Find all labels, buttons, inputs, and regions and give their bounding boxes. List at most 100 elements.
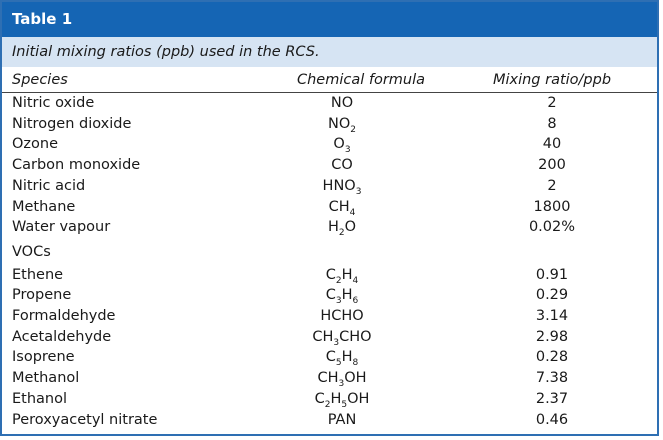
cell-formula: NO2: [262, 114, 422, 135]
table-row: Ethanol C2H5OH 2.37: [2, 389, 657, 410]
cell-ratio: 0.91: [535, 266, 569, 283]
formula-text: C: [314, 390, 325, 407]
cell-formula: C5H8: [262, 347, 422, 368]
cell-formula: C2H5OH: [262, 389, 422, 410]
table-row: Isoprene C5H8 0.28: [2, 347, 657, 368]
cell-formula: NO: [262, 93, 422, 114]
formula-text: H: [341, 266, 353, 283]
cell-ratio: 1800: [533, 198, 571, 215]
formula-text: PAN: [327, 411, 357, 428]
formula-subscript: 5: [335, 358, 342, 369]
formula-text: H: [330, 390, 342, 407]
formula-subscript: 3: [333, 337, 340, 348]
cell-ratio: 0.29: [535, 287, 569, 304]
cell-formula: C2H4: [262, 265, 422, 286]
formula-subscript: 4: [349, 207, 356, 218]
cell-species: Nitric oxide: [12, 95, 95, 111]
formula-subscript: 3: [355, 186, 362, 197]
cell-species: Peroxyacetyl nitrate: [12, 411, 158, 428]
table-row: Carbon monoxide CO 200: [2, 155, 657, 176]
cell-species: Ozone: [12, 136, 59, 153]
cell-species: Nitric acid: [12, 177, 86, 194]
cell-ratio: 7.38: [535, 370, 569, 387]
cell-formula: H2O: [262, 217, 422, 238]
table-title: Table 1: [2, 2, 657, 37]
voc-heading-label: VOCs: [12, 243, 51, 260]
cell-formula: CH4: [262, 197, 422, 218]
formula-subscript: 2: [324, 399, 331, 410]
table-header-row: Species Chemical formula Mixing ratio/pp…: [2, 67, 657, 93]
voc-section-heading: VOCs: [2, 242, 657, 263]
formula-text: HNO: [322, 177, 356, 194]
cell-ratio: 3.14: [535, 308, 569, 324]
table-row: Peroxyacetyl nitrate PAN 0.46: [2, 410, 657, 431]
cell-formula: CH3CHO: [262, 327, 422, 348]
cell-formula: HCHO: [262, 306, 422, 327]
table-row: Nitric acid HNO3 2: [2, 176, 657, 197]
table-row: Ethene C2H4 0.91: [2, 265, 657, 286]
table-row: Propene C3H6 0.29: [2, 285, 657, 306]
cell-species: Acetaldehyde: [12, 328, 112, 345]
cell-formula: CH3OH: [262, 368, 422, 389]
table-row: Methanol CH3OH 7.38: [2, 368, 657, 389]
formula-subscript: 2: [335, 275, 342, 286]
cell-species: Isoprene: [12, 349, 75, 366]
formula-subscript: 2: [338, 228, 345, 239]
formula-text: CHO: [339, 328, 372, 345]
cell-species: Nitrogen dioxide: [12, 115, 132, 132]
formula-subscript: 3: [335, 296, 342, 307]
cell-ratio: 0.02%: [528, 219, 576, 236]
cell-formula: O3: [262, 134, 422, 155]
table-row: Nitric oxide NO 2: [2, 93, 657, 114]
formula-subscript: 6: [352, 296, 359, 307]
cell-ratio: 2: [547, 177, 557, 194]
table-row: Nitrogen dioxide NO2 8: [2, 114, 657, 135]
cell-ratio: 0.28: [535, 349, 569, 366]
cell-formula: CO: [262, 155, 422, 176]
formula-text: OH: [347, 390, 370, 407]
formula-text: CH: [328, 198, 350, 215]
formula-text: H: [341, 349, 353, 366]
header-formula: Chemical formula: [296, 72, 426, 88]
formula-text: H: [327, 219, 339, 236]
cell-ratio: 2.37: [535, 390, 569, 407]
cell-formula: HNO3: [262, 176, 422, 197]
formula-text: CH: [312, 328, 334, 345]
cell-formula: PAN: [262, 410, 422, 431]
formula-subscript: 8: [352, 358, 359, 369]
cell-species: Ethanol: [12, 390, 68, 407]
formula-subscript: 2: [350, 124, 356, 135]
formula-text: CH: [317, 370, 339, 387]
cell-ratio: 40: [542, 136, 562, 153]
cell-ratio: 8: [547, 115, 557, 132]
cell-ratio: 2: [547, 95, 557, 111]
table-row: Water vapour H2O 0.02%: [2, 217, 657, 238]
cell-ratio: 2.98: [535, 328, 569, 345]
cell-ratio: 0.46: [535, 411, 569, 428]
table-row: Methane CH4 1800: [2, 197, 657, 218]
table-row: Formaldehyde HCHO 3.14: [2, 306, 657, 327]
table-row: Ozone O3 40: [2, 134, 657, 155]
cell-species: Formaldehyde: [12, 308, 116, 324]
formula-text: CO: [331, 157, 353, 174]
formula-text: H: [341, 287, 353, 304]
cell-species: Carbon monoxide: [12, 157, 141, 174]
table-caption: Initial mixing ratios (ppb) used in the …: [2, 37, 657, 67]
header-ratio: Mixing ratio/ppb: [492, 72, 612, 88]
header-species: Species: [12, 72, 68, 88]
cell-species: Water vapour: [12, 219, 111, 236]
cell-formula: C3H6: [262, 285, 422, 306]
formula-subscript: 5: [341, 399, 348, 410]
formula-subscript: 3: [344, 145, 351, 156]
formula-text: C: [325, 266, 336, 283]
formula-text: NO: [330, 95, 354, 111]
formula-text: OH: [344, 370, 367, 387]
formula-text: O: [344, 219, 357, 236]
cell-ratio: 200: [538, 157, 566, 174]
formula-text: O: [333, 136, 345, 153]
cell-species: Methanol: [12, 370, 80, 387]
formula-subscript: 3: [338, 379, 345, 390]
table-row: Acetaldehyde CH3CHO 2.98: [2, 327, 657, 348]
cell-species: Methane: [12, 198, 76, 215]
